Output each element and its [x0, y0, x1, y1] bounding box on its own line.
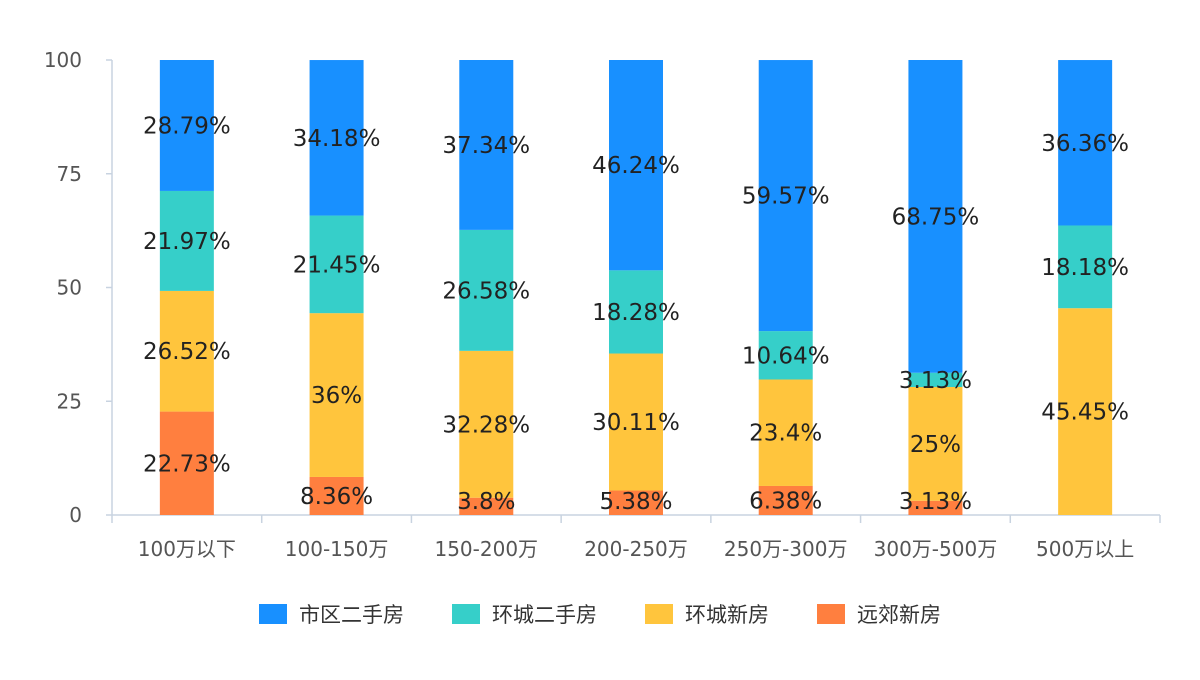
bar-segment	[309, 60, 364, 216]
data-label: 18.28%	[592, 300, 680, 326]
bar-segment	[1058, 308, 1113, 515]
data-label: 10.64%	[742, 343, 830, 369]
x-tick-label: 100-150万	[285, 537, 389, 561]
bar-segment	[609, 490, 663, 515]
data-label: 26.52%	[143, 339, 231, 365]
bar-segment	[459, 497, 514, 515]
data-labels: 22.73% 26.52% 21.97% 28.79% 8.36% 36% 21.45% 34…	[143, 113, 1129, 515]
bar-segment	[908, 387, 963, 501]
bar-segment	[758, 485, 813, 515]
legend-item: 环城新房	[645, 599, 769, 629]
data-label: 34.18%	[293, 126, 381, 152]
bar-segment	[159, 60, 214, 191]
x-tick-label: 100万以下	[138, 537, 236, 561]
x-tick-label: 300万-500万	[874, 537, 998, 561]
legend-label: 环城二手房	[492, 603, 597, 627]
data-label: 23.4%	[749, 421, 822, 447]
data-label: 5.38%	[599, 489, 672, 515]
data-label: 3.13%	[899, 489, 972, 515]
data-label: 59.57%	[742, 184, 830, 210]
bar-segment	[758, 379, 813, 486]
y-axis: 0 25 50 75 100	[44, 48, 113, 527]
bar-segment	[908, 372, 963, 388]
data-label: 21.97%	[143, 229, 231, 255]
y-tick-label: 25	[57, 389, 82, 413]
legend-label: 市区二手房	[299, 603, 404, 627]
bar-segment	[459, 60, 514, 230]
bar-segment	[758, 331, 813, 380]
bar-segment	[309, 313, 364, 477]
bar-segment	[758, 60, 813, 332]
x-tick-label: 500万以上	[1036, 537, 1134, 561]
data-label: 25%	[910, 432, 961, 458]
data-label: 21.45%	[293, 252, 381, 278]
bar-segment	[1058, 225, 1113, 309]
legend-swatch	[259, 604, 287, 624]
data-label: 36.36%	[1041, 131, 1129, 157]
data-label: 22.73%	[143, 451, 231, 477]
bar-segment	[609, 270, 663, 354]
data-label: 3.8%	[457, 489, 515, 515]
data-label: 26.58%	[442, 278, 530, 304]
x-tick-label: 200-250万	[584, 537, 688, 561]
data-label: 68.75%	[892, 204, 980, 230]
stacked-bar-chart: 0 25 50 75 100 100万以下 100-150万 150-200万 200-250…	[44, 48, 1161, 561]
bar-segment	[309, 476, 364, 515]
y-tick-label: 100	[44, 48, 82, 72]
legend-label: 环城新房	[685, 603, 769, 627]
data-label: 6.38%	[749, 488, 822, 514]
data-label: 18.18%	[1041, 255, 1129, 281]
legend-item: 市区二手房	[259, 599, 404, 629]
bar-segment	[908, 500, 963, 515]
data-label: 30.11%	[592, 410, 680, 436]
x-axis: 100万以下 100-150万 150-200万 200-250万 250万-300万 3…	[111, 514, 1161, 561]
bar-segment	[609, 60, 663, 271]
data-label: 28.79%	[143, 113, 231, 139]
y-tick-label: 0	[69, 503, 82, 527]
data-label: 36%	[311, 383, 362, 409]
legend-item: 远郊新房	[817, 599, 941, 629]
y-tick-label: 75	[57, 162, 82, 186]
data-label: 8.36%	[300, 484, 373, 510]
bar-segment	[459, 229, 514, 351]
legend-swatch	[645, 604, 673, 624]
bar-segment	[159, 190, 214, 291]
bar-segment	[159, 411, 214, 515]
legend: 市区二手房 环城二手房 环城新房 远郊新房	[0, 594, 1200, 634]
bar-segment	[908, 60, 963, 373]
bar-segment	[609, 353, 663, 491]
legend-item: 环城二手房	[452, 599, 597, 629]
legend-swatch	[452, 604, 480, 624]
legend-swatch	[817, 604, 845, 624]
y-tick-label: 50	[57, 276, 82, 300]
data-label: 45.45%	[1041, 400, 1129, 426]
bar-segment	[309, 215, 364, 314]
bar-segment	[1058, 60, 1113, 226]
data-label: 3.13%	[899, 368, 972, 394]
data-label: 37.34%	[442, 133, 530, 159]
data-label: 46.24%	[592, 153, 680, 179]
bar-segment	[459, 350, 514, 498]
legend-label: 远郊新房	[857, 603, 941, 627]
x-tick-label: 150-200万	[434, 537, 538, 561]
bar-segment	[159, 290, 214, 412]
data-label: 32.28%	[442, 412, 530, 438]
x-tick-label: 250万-300万	[724, 537, 848, 561]
bars	[159, 60, 1113, 515]
